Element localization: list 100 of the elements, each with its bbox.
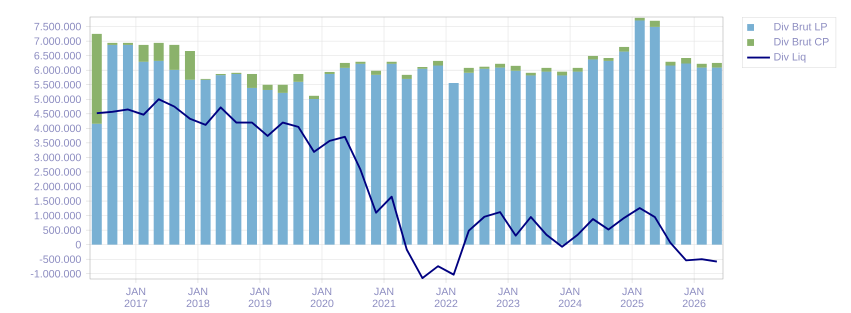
bar <box>588 56 598 60</box>
bar <box>619 52 630 245</box>
bar <box>200 80 211 245</box>
bar <box>216 75 226 245</box>
y-tick-label: 4.000.000 <box>34 124 81 132</box>
bar <box>650 26 660 245</box>
bar <box>634 20 645 245</box>
y-tick-label: 1.500.000 <box>34 197 81 205</box>
bar <box>386 64 397 245</box>
bar <box>92 124 102 245</box>
x-tick-label: JAN 2026 <box>682 288 706 308</box>
bar <box>510 70 521 245</box>
bar <box>448 82 459 245</box>
x-tick-label: JAN 2017 <box>124 288 148 308</box>
bar <box>324 74 335 245</box>
y-tick-label: -1.000.000 <box>30 270 81 278</box>
x-tick-label: JAN 2019 <box>248 288 272 308</box>
y-tick-label: 7.000.000 <box>34 37 81 45</box>
bar <box>246 74 257 88</box>
bar <box>278 92 288 245</box>
bar <box>371 70 382 75</box>
legend-label: Div Brut LP <box>774 22 827 30</box>
bar <box>526 75 536 245</box>
bar <box>665 66 676 245</box>
bar <box>588 59 598 245</box>
bar <box>464 72 474 245</box>
bar <box>541 72 552 245</box>
bar <box>107 44 118 245</box>
bar <box>712 68 722 245</box>
x-tick-label: JAN 2023 <box>496 288 520 308</box>
bar <box>665 62 676 66</box>
bar <box>650 20 660 27</box>
y-tick-label: 2.000.000 <box>34 182 81 190</box>
bar <box>510 66 521 71</box>
bar <box>526 72 536 76</box>
bar <box>495 68 506 245</box>
bar <box>634 18 645 20</box>
bar <box>604 60 614 245</box>
y-tick-label: 4.500.000 <box>34 110 81 118</box>
bar <box>92 34 102 124</box>
bar <box>262 84 273 90</box>
bar <box>464 68 474 73</box>
bar <box>433 66 444 245</box>
bar <box>340 62 350 68</box>
y-tick-label: 3.000.000 <box>34 154 81 162</box>
bar <box>184 80 195 245</box>
y-tick-label: 7.500.000 <box>34 22 81 30</box>
bar <box>138 62 149 245</box>
bar <box>262 90 273 245</box>
legend-label: Div Brut CP <box>774 38 829 46</box>
y-tick-label: -500.000 <box>40 255 81 263</box>
bar <box>402 78 412 245</box>
bar <box>154 42 164 61</box>
line-series <box>96 98 718 279</box>
bar <box>293 82 304 245</box>
bar <box>154 60 164 245</box>
bar <box>309 96 320 99</box>
bar <box>619 46 630 52</box>
bar <box>122 44 133 245</box>
bar <box>681 64 692 245</box>
bar <box>479 68 490 245</box>
bar <box>138 44 149 62</box>
bar <box>278 84 288 93</box>
bar <box>572 72 583 245</box>
y-tick-label: 5.500.000 <box>34 80 81 89</box>
legend-label: Div Liq <box>774 52 806 63</box>
y-tick-label: 5.000.000 <box>34 96 81 104</box>
x-tick-label: JAN 2018 <box>186 288 210 308</box>
bar <box>340 68 350 245</box>
bar <box>371 74 382 245</box>
bar <box>402 74 412 79</box>
bar <box>604 58 614 61</box>
bar <box>696 68 707 245</box>
y-tick-label: 0 <box>76 240 81 248</box>
bar <box>541 68 552 72</box>
bar <box>309 98 320 245</box>
bar <box>495 64 506 68</box>
bar <box>293 74 304 82</box>
bar <box>557 75 568 245</box>
bar <box>712 62 722 68</box>
bar <box>572 68 583 72</box>
bar <box>231 74 242 245</box>
y-tick-label: 500.000 <box>43 226 81 234</box>
bar <box>246 88 257 245</box>
x-tick-label: JAN 2021 <box>372 288 396 308</box>
bar <box>557 72 568 76</box>
y-tick-label: 6.500.000 <box>34 52 81 60</box>
bar <box>169 70 180 245</box>
x-tick-label: JAN 2020 <box>310 288 334 308</box>
bar <box>184 51 195 80</box>
y-tick-label: 6.000.000 <box>34 66 81 74</box>
y-tick-label: 2.500.000 <box>34 168 81 176</box>
bar <box>355 64 366 245</box>
bar <box>433 60 444 66</box>
x-tick-label: JAN 2022 <box>434 288 458 308</box>
bar <box>696 64 707 68</box>
y-tick-label: 1.000.000 <box>34 212 81 220</box>
bar <box>417 68 428 245</box>
x-tick-label: JAN 2024 <box>558 288 582 308</box>
bar <box>681 58 692 64</box>
